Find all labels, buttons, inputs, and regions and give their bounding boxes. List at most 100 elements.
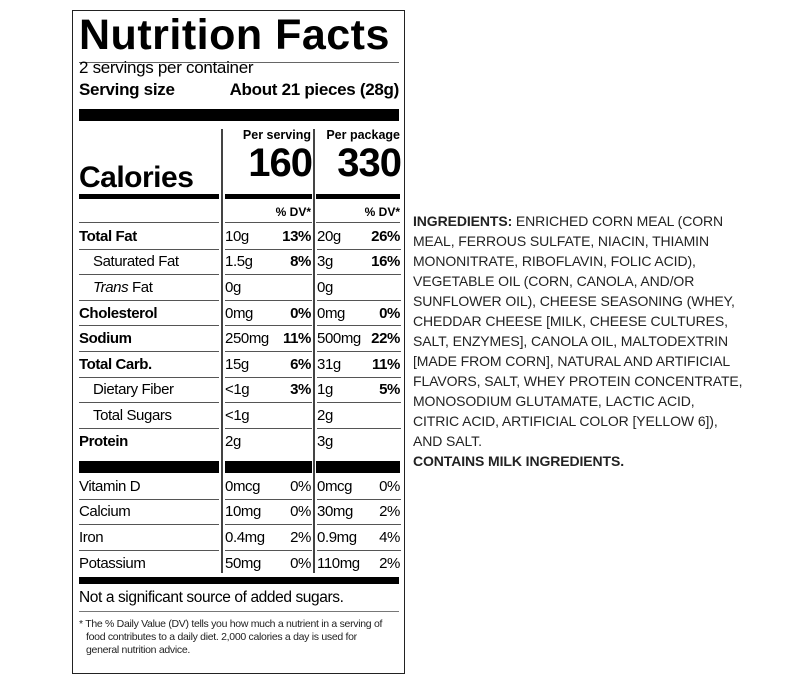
serving-amount: 1.5g [225, 253, 253, 271]
nutrient-row: Dietary Fiber <1g 3% 1g 5% [79, 378, 401, 404]
package-amount: 500mg [317, 330, 361, 348]
package-amount: 110mg [317, 555, 360, 573]
package-cell: 500mg 22% [317, 326, 401, 352]
divider [79, 611, 399, 612]
nutrient-row: Cholesterol 0mg 0% 0mg 0% [79, 301, 401, 327]
thick-divider [79, 461, 219, 473]
serving-cell: 2g [225, 429, 312, 455]
ingredients-line: INGREDIENTS: ENRICHED CORN MEAL (CORN [413, 213, 724, 229]
package-cell: 3g 16% [317, 250, 401, 276]
serving-amount: 0g [225, 278, 241, 296]
nutrient-row: Iron 0.4mg 2% 0.9mg 4% [79, 525, 401, 551]
ingredients-line: FLAVORS, SALT, WHEY PROTEIN CONCENTRATE, [413, 373, 743, 389]
calories-per-serving: 160 [248, 141, 313, 185]
package-amount: 0g [317, 278, 333, 296]
ingredients-line: SUNFLOWER OIL), CHEESE SEASONING (WHEY, [413, 293, 735, 309]
serving-amount: 10mg [225, 503, 261, 521]
serving-amount: 10g [225, 227, 249, 245]
calories-per-package: 330 [337, 141, 402, 185]
dv-header-serving: % DV* [275, 205, 311, 219]
package-amount: 20g [317, 227, 341, 245]
package-dv: 4% [379, 528, 400, 546]
label-title: Nutrition Facts [79, 11, 390, 59]
package-cell: 2g [317, 403, 401, 429]
package-amount: 1g [317, 381, 333, 399]
nutrient-name: Cholesterol [79, 301, 219, 327]
package-amount: 3g [317, 253, 333, 271]
nutrient-row: Total Fat 10g 13% 20g 26% [79, 224, 401, 250]
thick-divider [225, 194, 312, 199]
nutrient-row: Potassium 50mg 0% 110mg 2% [79, 551, 401, 577]
footnote: * The % Daily Value (DV) tells you how m… [79, 618, 383, 656]
serving-cell: 0mg 0% [225, 301, 312, 327]
thick-divider [316, 194, 400, 199]
ingredients-line: CHEDDAR CHEESE [MILK, CHEESE CULTURES, [413, 313, 728, 329]
serving-cell: 0g [225, 275, 312, 301]
package-cell: 0mcg 0% [317, 474, 401, 500]
package-cell: 31g 11% [317, 352, 401, 378]
package-dv: 0% [379, 477, 400, 495]
serving-amount: 250mg [225, 330, 269, 348]
nutrient-row: Saturated Fat 1.5g 8% 3g 16% [79, 250, 401, 276]
package-cell: 0mg 0% [317, 301, 401, 327]
ingredients-line: MONOSODIUM GLUTAMATE, LACTIC ACID, [413, 393, 695, 409]
package-cell: 0.9mg 4% [317, 525, 401, 551]
package-amount: 3g [317, 433, 333, 451]
nutrient-name: Vitamin D [79, 474, 219, 500]
serving-cell: 1.5g 8% [225, 250, 312, 276]
nutrient-row: Total Carb. 15g 6% 31g 11% [79, 352, 401, 378]
ingredients-line: VEGETABLE OIL (CORN, CANOLA, AND/OR [413, 273, 695, 289]
serving-amount: 0.4mg [225, 528, 265, 546]
serving-size: Serving size About 21 pieces (28g) [79, 80, 399, 100]
package-cell: 110mg 2% [317, 551, 401, 577]
serving-dv: 13% [282, 227, 311, 245]
serving-dv: 11% [283, 330, 311, 348]
nutrient-name: Total Sugars [79, 403, 219, 429]
nutrient-name: Saturated Fat [79, 250, 219, 276]
serving-dv: 0% [290, 555, 311, 573]
thick-divider [225, 461, 312, 473]
nutrient-name: Trans Fat [79, 275, 219, 301]
thick-divider [79, 194, 219, 199]
serving-dv: 6% [290, 355, 311, 373]
package-cell: 3g [317, 429, 401, 455]
nutrient-table: Total Fat 10g 13% 20g 26% Saturated Fat 1.5g 8%… [79, 224, 401, 454]
serving-cell: 250mg 11% [225, 326, 312, 352]
nutrient-name: Dietary Fiber [79, 378, 219, 404]
serving-amount: <1g [225, 381, 250, 399]
package-amount: 0mcg [317, 477, 353, 495]
serving-size-value: About 21 pieces (28g) [229, 80, 400, 99]
serving-amount: <1g [225, 406, 250, 424]
serving-cell: <1g [225, 403, 312, 429]
package-dv: 0% [379, 304, 400, 322]
allergen-statement: CONTAINS MILK INGREDIENTS. [413, 453, 625, 469]
nutrient-row: Trans Fat 0g 0g [79, 275, 401, 301]
nutrient-name: Total Fat [79, 224, 219, 250]
nutrient-row: Total Sugars <1g 2g [79, 403, 401, 429]
package-dv: 5% [379, 381, 400, 399]
package-cell: 0g [317, 275, 401, 301]
serving-dv: 0% [290, 503, 311, 521]
package-amount: 30mg [317, 503, 353, 521]
serving-cell: 0.4mg 2% [225, 525, 312, 551]
nutrient-row: Vitamin D 0mcg 0% 0mcg 0% [79, 474, 401, 500]
package-dv: 22% [371, 330, 400, 348]
package-dv: 11% [372, 355, 400, 373]
serving-amount: 15g [225, 355, 249, 373]
package-cell: 20g 26% [317, 224, 401, 250]
serving-amount: 50mg [225, 555, 261, 573]
thick-divider [79, 577, 399, 584]
ingredients-heading: INGREDIENTS: [413, 213, 513, 229]
divider [79, 62, 399, 63]
serving-cell: 10mg 0% [225, 500, 312, 526]
ingredients-line: MONONITRATE, RIBOFLAVIN, FOLIC ACID), [413, 253, 696, 269]
package-dv: 16% [371, 253, 400, 271]
ingredients-line: CITRIC ACID, ARTIFICIAL COLOR [YELLOW 6]… [413, 413, 718, 429]
servings-per-container: 2 servings per container [79, 58, 254, 77]
thick-divider [79, 109, 399, 121]
serving-size-label: Serving size [79, 80, 175, 99]
package-dv: 2% [379, 555, 400, 573]
serving-cell: 15g 6% [225, 352, 312, 378]
serving-amount: 0mg [225, 304, 253, 322]
column-divider [313, 129, 315, 573]
